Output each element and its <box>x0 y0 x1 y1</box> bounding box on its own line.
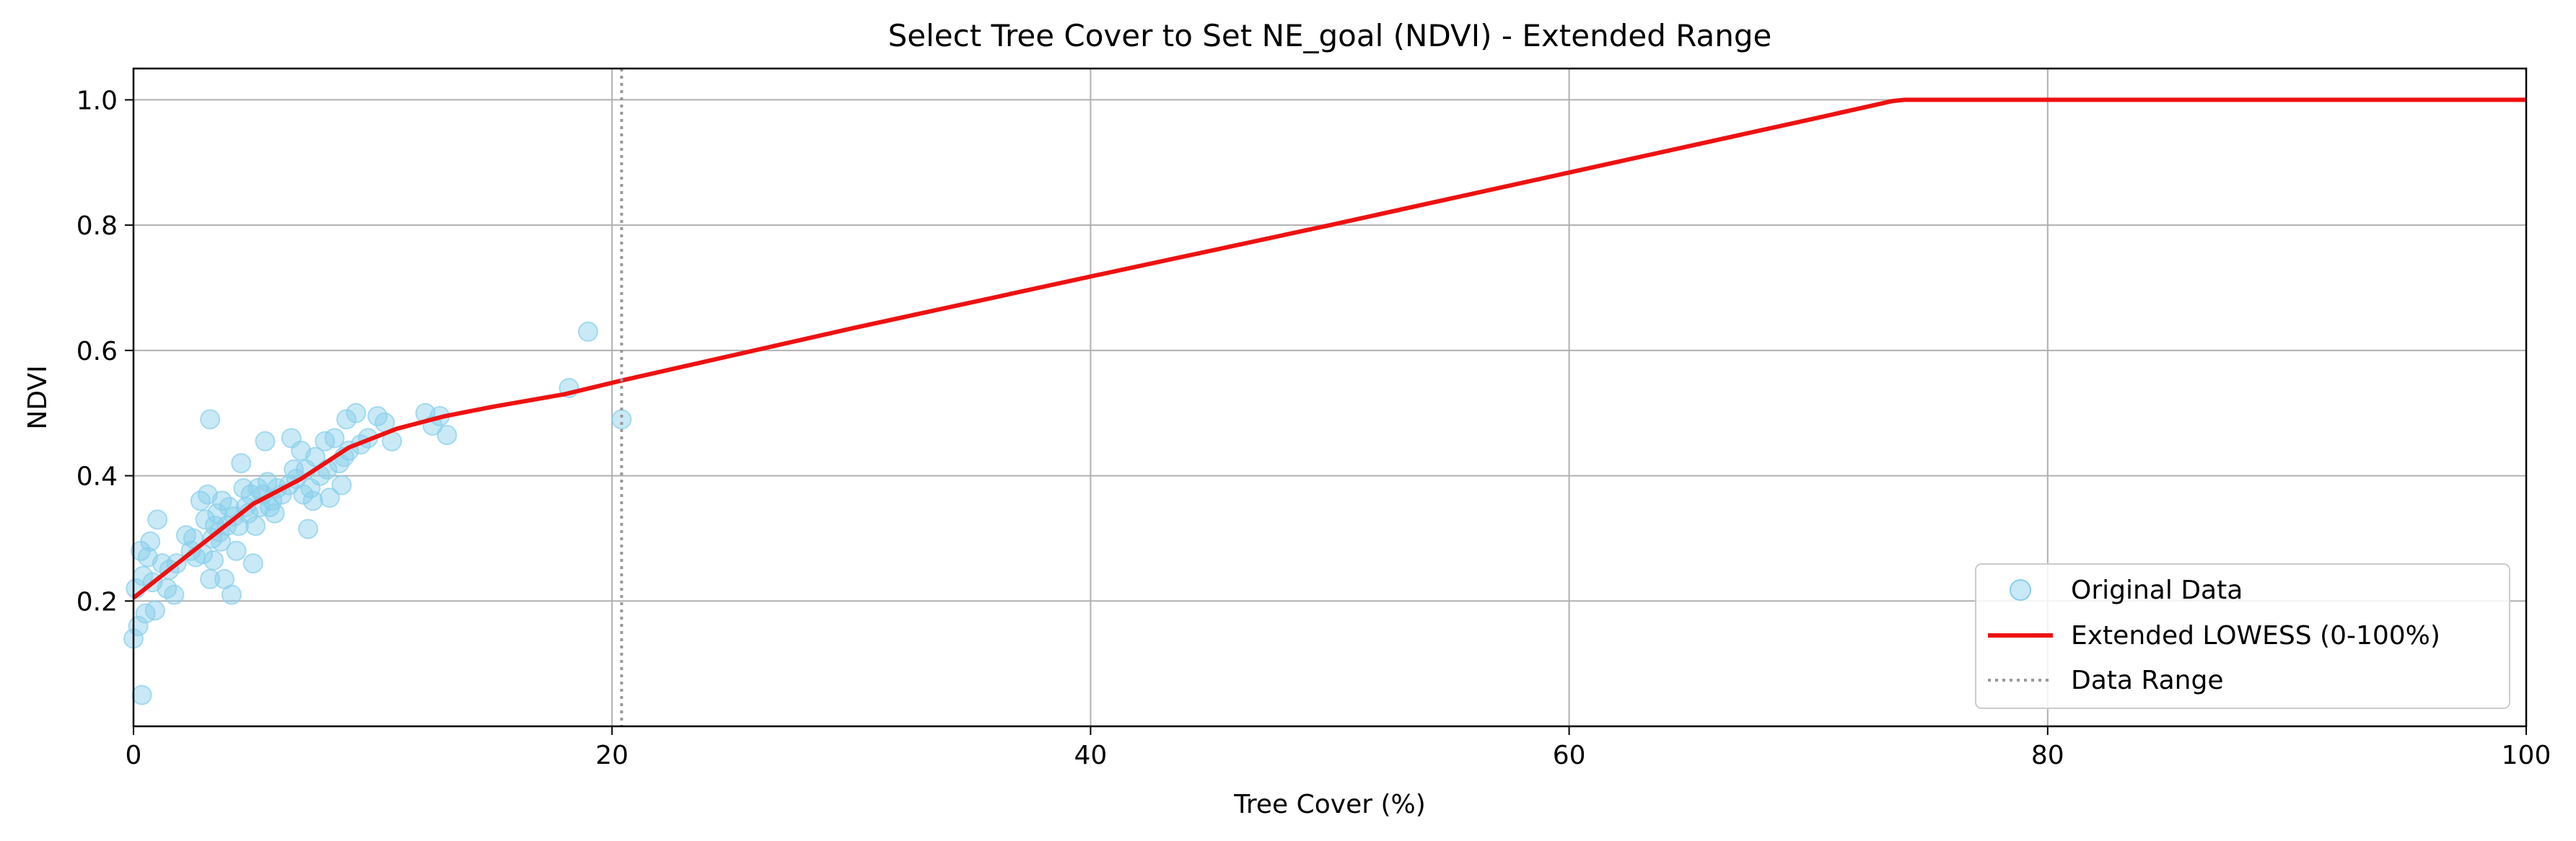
scatter-point <box>302 490 323 511</box>
scatter-point <box>611 409 632 430</box>
scatter-point <box>147 509 168 530</box>
x-tick-label: 40 <box>1074 741 1107 770</box>
scatter-point <box>164 584 185 605</box>
scatter-point <box>324 428 345 449</box>
scatter-point <box>226 540 247 561</box>
scatter-point <box>140 531 161 552</box>
y-tick-label: 0.4 <box>76 462 118 492</box>
scatter-point <box>331 475 352 496</box>
legend-label-lowess: Extended LOWESS (0-100%) <box>2071 621 2440 651</box>
chart-marks <box>123 69 2526 726</box>
x-tick-label: 0 <box>126 741 142 770</box>
scatter-point <box>346 402 367 423</box>
scatter-point <box>245 516 266 537</box>
legend-label-original-data: Original Data <box>2071 576 2243 605</box>
scatter-point <box>221 584 242 605</box>
scatter-point <box>305 446 326 467</box>
lowess-line <box>132 97 2526 600</box>
scatter-point <box>298 519 319 540</box>
scatter-point <box>203 550 224 571</box>
scatter-point <box>255 431 276 452</box>
legend-label-data-range: Data Range <box>2071 666 2224 695</box>
scatter-point <box>264 503 285 524</box>
axis-ticks: 0 20 40 60 80 100 0.2 0.4 0.6 0.8 1.0 <box>76 86 2551 770</box>
scatter-point <box>200 409 221 430</box>
x-tick-label: 100 <box>2502 741 2551 770</box>
legend-box <box>1975 563 2510 709</box>
scatter-point <box>144 600 165 621</box>
scatter-point <box>242 553 263 574</box>
scatter-point <box>578 321 599 342</box>
x-tick-label: 80 <box>2031 741 2064 770</box>
y-axis-label: NDVI <box>23 365 53 429</box>
chart-title: Select Tree Cover to Set NE_goal (NDVI) … <box>888 18 1772 53</box>
y-tick-label: 0.8 <box>76 211 118 241</box>
y-tick-label: 0.6 <box>76 337 118 366</box>
scatter-point <box>319 487 340 508</box>
legend-marker-original-data <box>2010 579 2031 601</box>
x-axis-label: Tree Cover (%) <box>1233 790 1426 819</box>
scatter-point <box>219 497 240 517</box>
y-tick-label: 1.0 <box>76 86 118 115</box>
x-tick-label: 60 <box>1553 741 1586 770</box>
y-tick-label: 0.2 <box>76 587 118 617</box>
x-tick-label: 20 <box>595 741 628 770</box>
scatter-point <box>131 684 152 705</box>
scatter-point <box>231 453 252 474</box>
scatter-point <box>437 425 457 446</box>
plot-frame <box>132 67 2528 728</box>
legend: Original Data Extended LOWESS (0-100%) D… <box>1975 563 2510 709</box>
